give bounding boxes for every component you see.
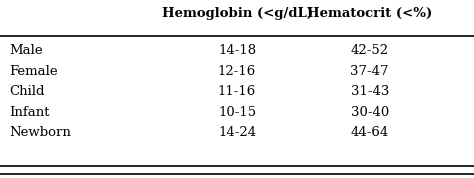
Text: 12-16: 12-16 <box>218 65 256 78</box>
Text: 37-47: 37-47 <box>350 65 389 78</box>
Text: 14-18: 14-18 <box>218 44 256 57</box>
Text: Hematocrit (<%): Hematocrit (<%) <box>307 7 432 20</box>
Text: Hemoglobin (<g/dL): Hemoglobin (<g/dL) <box>162 7 312 20</box>
Text: Child: Child <box>9 85 45 98</box>
Text: 11-16: 11-16 <box>218 85 256 98</box>
Text: Newborn: Newborn <box>9 126 72 139</box>
Text: Infant: Infant <box>9 106 50 119</box>
Text: 14-24: 14-24 <box>218 126 256 139</box>
Text: 30-40: 30-40 <box>351 106 389 119</box>
Text: 44-64: 44-64 <box>351 126 389 139</box>
Text: 42-52: 42-52 <box>351 44 389 57</box>
Text: Male: Male <box>9 44 43 57</box>
Text: Female: Female <box>9 65 58 78</box>
Text: 31-43: 31-43 <box>351 85 389 98</box>
Text: 10-15: 10-15 <box>218 106 256 119</box>
